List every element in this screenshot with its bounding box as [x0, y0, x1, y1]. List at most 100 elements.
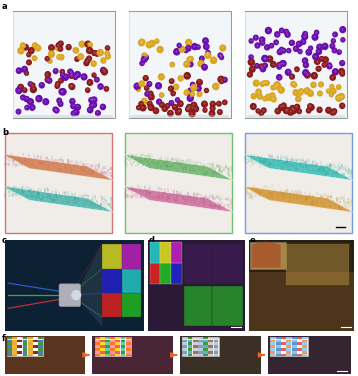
Circle shape — [317, 107, 322, 112]
Polygon shape — [124, 155, 233, 180]
Circle shape — [96, 111, 100, 115]
Circle shape — [69, 71, 74, 76]
Circle shape — [190, 105, 195, 111]
FancyBboxPatch shape — [126, 343, 131, 345]
Circle shape — [280, 61, 284, 65]
Circle shape — [318, 91, 322, 96]
FancyBboxPatch shape — [214, 343, 218, 345]
Circle shape — [203, 38, 208, 44]
FancyBboxPatch shape — [281, 337, 286, 340]
FancyBboxPatch shape — [286, 348, 291, 351]
Circle shape — [323, 57, 328, 63]
FancyBboxPatch shape — [180, 336, 261, 374]
Circle shape — [28, 48, 34, 53]
FancyBboxPatch shape — [126, 337, 131, 340]
Circle shape — [205, 52, 211, 58]
FancyBboxPatch shape — [270, 345, 275, 348]
Circle shape — [175, 109, 181, 115]
FancyBboxPatch shape — [38, 348, 43, 351]
Circle shape — [290, 106, 296, 112]
Circle shape — [101, 58, 106, 63]
FancyBboxPatch shape — [203, 337, 208, 340]
FancyBboxPatch shape — [33, 337, 38, 340]
FancyBboxPatch shape — [33, 348, 38, 351]
FancyBboxPatch shape — [18, 354, 22, 356]
Circle shape — [155, 39, 159, 43]
FancyBboxPatch shape — [183, 351, 187, 354]
Circle shape — [78, 54, 83, 59]
Circle shape — [60, 70, 64, 74]
FancyBboxPatch shape — [302, 343, 307, 345]
FancyBboxPatch shape — [7, 351, 12, 354]
FancyBboxPatch shape — [203, 343, 208, 345]
FancyBboxPatch shape — [292, 340, 296, 342]
Circle shape — [277, 62, 281, 67]
Circle shape — [59, 78, 63, 83]
FancyBboxPatch shape — [245, 133, 352, 233]
Circle shape — [205, 53, 209, 57]
FancyBboxPatch shape — [12, 354, 17, 356]
Circle shape — [274, 82, 280, 88]
Circle shape — [74, 71, 81, 78]
FancyBboxPatch shape — [18, 340, 22, 342]
Circle shape — [179, 46, 185, 52]
Circle shape — [322, 63, 326, 67]
FancyBboxPatch shape — [7, 337, 43, 356]
FancyBboxPatch shape — [5, 133, 112, 233]
Text: a: a — [2, 2, 8, 11]
Circle shape — [160, 93, 164, 97]
FancyBboxPatch shape — [276, 345, 281, 348]
Circle shape — [45, 56, 49, 61]
Circle shape — [308, 104, 314, 110]
Circle shape — [57, 98, 62, 103]
FancyBboxPatch shape — [208, 340, 213, 342]
Circle shape — [20, 43, 25, 48]
Circle shape — [101, 67, 106, 73]
FancyBboxPatch shape — [270, 343, 275, 345]
Circle shape — [218, 53, 223, 58]
Circle shape — [134, 83, 140, 89]
FancyBboxPatch shape — [28, 340, 33, 342]
Circle shape — [274, 84, 277, 89]
Circle shape — [43, 99, 49, 105]
Circle shape — [263, 63, 267, 68]
FancyBboxPatch shape — [95, 343, 100, 345]
Circle shape — [28, 99, 33, 105]
FancyBboxPatch shape — [292, 345, 296, 348]
Circle shape — [202, 64, 207, 70]
Circle shape — [341, 38, 345, 42]
FancyBboxPatch shape — [160, 242, 171, 262]
Circle shape — [251, 94, 256, 99]
FancyBboxPatch shape — [28, 337, 33, 340]
Circle shape — [28, 82, 33, 86]
Polygon shape — [4, 155, 113, 180]
Circle shape — [294, 46, 299, 51]
FancyBboxPatch shape — [183, 340, 187, 342]
FancyBboxPatch shape — [116, 354, 120, 356]
FancyBboxPatch shape — [276, 354, 281, 356]
Circle shape — [81, 74, 87, 80]
FancyBboxPatch shape — [193, 337, 198, 340]
Circle shape — [339, 68, 344, 74]
FancyBboxPatch shape — [150, 242, 160, 262]
Circle shape — [197, 91, 202, 96]
FancyBboxPatch shape — [95, 345, 100, 348]
Circle shape — [340, 27, 345, 33]
FancyBboxPatch shape — [268, 336, 351, 374]
Circle shape — [68, 69, 73, 74]
FancyBboxPatch shape — [7, 337, 12, 340]
Circle shape — [295, 104, 300, 110]
Circle shape — [186, 45, 191, 51]
Circle shape — [47, 78, 52, 83]
Circle shape — [69, 73, 74, 78]
Circle shape — [189, 111, 195, 117]
Circle shape — [18, 84, 24, 90]
Circle shape — [260, 82, 265, 86]
FancyBboxPatch shape — [198, 348, 203, 351]
Circle shape — [146, 42, 152, 48]
FancyBboxPatch shape — [28, 348, 33, 351]
FancyBboxPatch shape — [188, 343, 193, 345]
Circle shape — [159, 74, 164, 80]
Circle shape — [175, 98, 179, 102]
FancyBboxPatch shape — [95, 337, 100, 340]
